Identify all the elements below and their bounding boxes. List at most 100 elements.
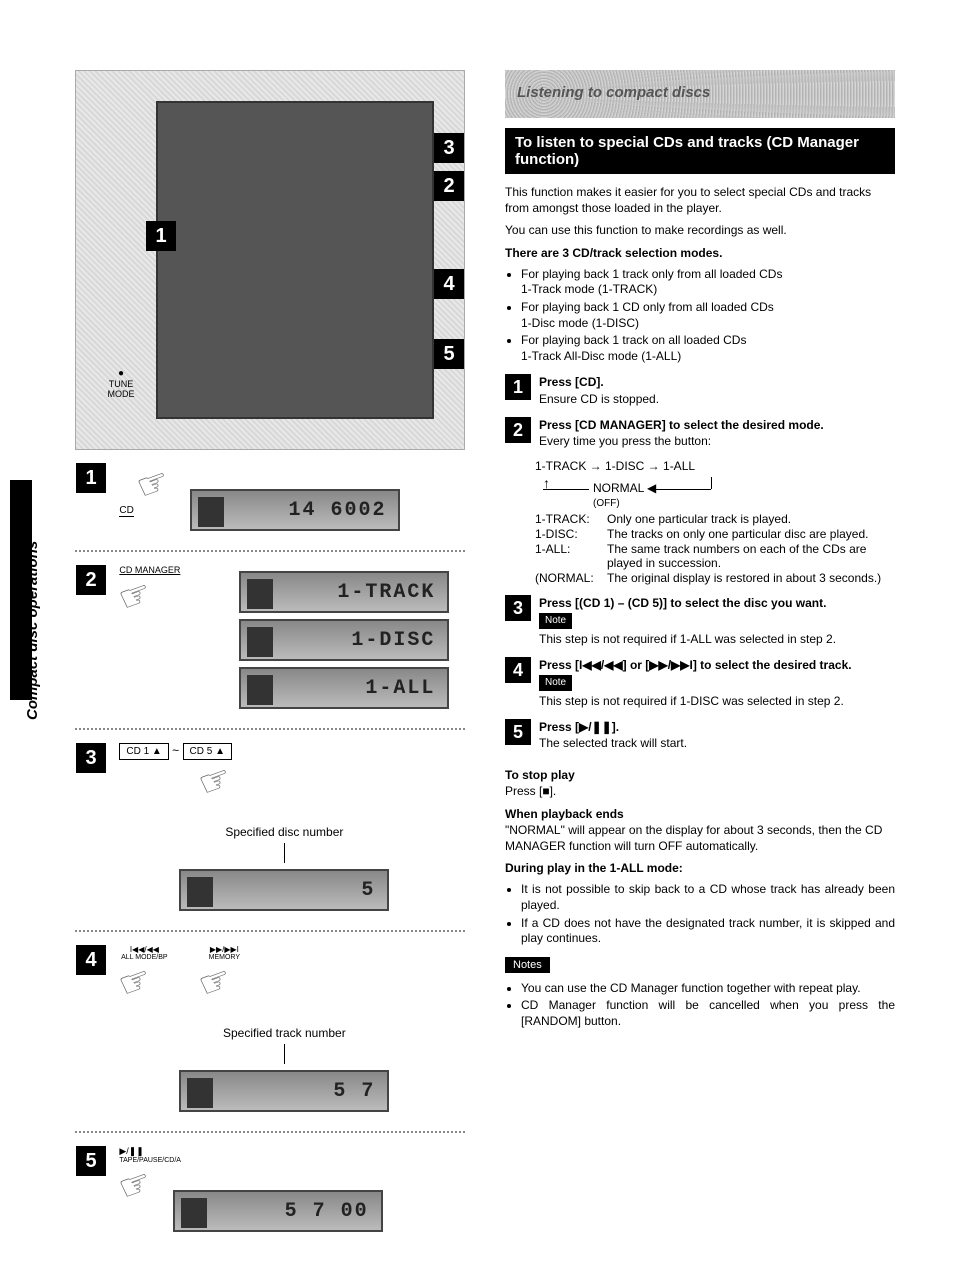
all-bullets: It is not possible to skip back to a CD …	[505, 882, 895, 946]
hand-icon	[199, 961, 249, 1011]
intro-1: This function makes it easier for you to…	[505, 184, 895, 216]
cd1-button: CD 1 ▲	[119, 743, 168, 760]
step-num: 2	[76, 565, 106, 595]
separator	[75, 1131, 465, 1133]
stop-desc: Press [■].	[505, 784, 556, 798]
modes-heading: There are 3 CD/track selection modes.	[505, 245, 895, 261]
mode-loop: ↑ NORMAL (OFF) ◀	[535, 477, 895, 511]
tune-mode-label: TUNE MODE	[96, 368, 146, 399]
def-key: 1-ALL:	[535, 542, 607, 570]
hand-icon	[119, 575, 169, 625]
mode-sub: 1-Disc mode (1-DISC)	[521, 316, 639, 330]
rstep-3: 3 Press [(CD 1) – (CD 5)] to select the …	[505, 595, 895, 647]
side-tab-label: Compact disc operations	[24, 541, 41, 720]
def-key: (NORMAL:	[535, 571, 607, 585]
separator	[75, 728, 465, 730]
lcd-1track: 1-TRACK	[239, 571, 449, 613]
mode-item: For playing back 1 track only from all l…	[521, 267, 895, 298]
mode-text: For playing back 1 track only from all l…	[521, 267, 782, 281]
disc-caption: Specified disc number	[119, 825, 449, 839]
mode-text: For playing back 1 CD only from all load…	[521, 300, 774, 314]
hand-icon	[119, 961, 169, 1011]
callout-4: 4	[434, 269, 464, 299]
hand-icon	[199, 760, 249, 810]
def-val: The same track numbers on each of the CD…	[607, 542, 895, 570]
step-desc: The selected track will start.	[539, 736, 687, 750]
callout-3: 3	[434, 133, 464, 163]
section-banner: Listening to compact discs	[505, 70, 895, 118]
cd-manager-label: CD MANAGER	[119, 565, 180, 575]
tilde: ~	[172, 744, 179, 758]
hand-icon	[137, 463, 187, 513]
modes-list: For playing back 1 track only from all l…	[505, 267, 895, 365]
step-num: 5	[505, 719, 531, 745]
rstep-4: 4 Press [I◀◀/◀◀] or [▶▶/▶▶I] to select t…	[505, 657, 895, 709]
mode-text: For playing back 1 track on all loaded C…	[521, 333, 746, 347]
lcd-1all: 1-ALL	[239, 667, 449, 709]
cd-label: CD	[119, 505, 133, 517]
step-num: 5	[76, 1146, 106, 1176]
device-illustration: TUNE MODE 1 2 3 4 5	[75, 70, 465, 450]
notes-bullet: CD Manager function will be cancelled wh…	[521, 998, 895, 1029]
step-num: 1	[505, 374, 531, 400]
mode-item: For playing back 1 track on all loaded C…	[521, 333, 895, 364]
rstep-1: 1 Press [CD]. Ensure CD is stopped.	[505, 374, 895, 406]
notes-bullet: You can use the CD Manager function toge…	[521, 981, 895, 997]
callout-2: 2	[434, 171, 464, 201]
step-desc: Every time you press the button:	[539, 434, 711, 448]
lcd-disc: 5	[179, 869, 389, 911]
hand-icon	[119, 1164, 169, 1214]
caption-line	[284, 1044, 285, 1064]
off-label: (OFF)	[593, 498, 620, 509]
step-num: 3	[505, 595, 531, 621]
rstep-5: 5 Press [▶/❚❚]. The selected track will …	[505, 719, 895, 751]
lcd-display: 14 6002	[190, 489, 400, 531]
def-key: 1-TRACK:	[535, 512, 607, 526]
separator	[75, 550, 465, 552]
mode-item: For playing back 1 CD only from all load…	[521, 300, 895, 331]
rstep-2: 2 Press [CD MANAGER] to select the desir…	[505, 417, 895, 449]
stop-heading: To stop play	[505, 768, 575, 782]
left-step-4: 4 I◀◀/◀◀ ALL MODE/BP ▶▶/▶▶I MEMORY Speci…	[75, 944, 465, 1119]
left-step-1: 1 CD 14 6002	[75, 462, 465, 538]
step-desc: Ensure CD is stopped.	[539, 392, 659, 406]
all-bullet: It is not possible to skip back to a CD …	[521, 882, 895, 913]
caption-line	[284, 843, 285, 863]
def-key: 1-DISC:	[535, 527, 607, 541]
def-val: The tracks on only one particular disc a…	[607, 527, 895, 541]
def-val: Only one particular track is played.	[607, 512, 895, 526]
left-column: TUNE MODE 1 2 3 4 5 1 CD 14 6002 2 CD MA…	[75, 70, 465, 1239]
left-step-3: 3 CD 1 ▲ ~ CD 5 ▲ Specified disc number …	[75, 742, 465, 918]
mode-cycle: 1-TRACK → 1-DISC → 1-ALL	[535, 459, 895, 473]
separator	[75, 930, 465, 932]
step-num: 1	[76, 463, 106, 493]
device-body	[156, 101, 434, 419]
end-heading: When playback ends	[505, 807, 624, 821]
step-bold: Press [▶/❚❚].	[539, 720, 619, 734]
def-val: The original display is restored in abou…	[607, 571, 895, 585]
track-caption: Specified track number	[119, 1026, 449, 1040]
next-label-top: ▶▶/▶▶I	[199, 945, 249, 954]
title-bar: To listen to special CDs and tracks (CD …	[505, 128, 895, 174]
banner-text: Listening to compact discs	[517, 84, 710, 101]
note-tag: Note	[539, 675, 572, 691]
step-bold: Press [CD].	[539, 375, 604, 389]
notes-tag: Notes	[505, 957, 550, 973]
step-bold: Press [(CD 1) – (CD 5)] to select the di…	[539, 596, 826, 610]
step-desc: This step is not required if 1-ALL was s…	[539, 632, 836, 646]
cd5-button: CD 5 ▲	[183, 743, 232, 760]
all-bullet: If a CD does not have the designated tra…	[521, 916, 895, 947]
prev-label-top: I◀◀/◀◀	[119, 945, 169, 954]
play-label-top: ▶/❚❚	[119, 1146, 449, 1157]
lcd-track: 5 7	[179, 1070, 389, 1112]
step-bold: Press [I◀◀/◀◀] or [▶▶/▶▶I] to select the…	[539, 658, 852, 672]
end-desc: "NORMAL" will appear on the display for …	[505, 823, 882, 853]
mode-definitions: 1-TRACK:Only one particular track is pla…	[535, 512, 895, 585]
all-heading: During play in the 1-ALL mode:	[505, 860, 895, 876]
step-num: 3	[76, 743, 106, 773]
intro-2: You can use this function to make record…	[505, 222, 895, 238]
left-step-2: 2 CD MANAGER 1-TRACK 1-DISC 1-ALL	[75, 564, 465, 716]
lcd-play: 5 7 00	[173, 1190, 383, 1232]
mode-sub: 1-Track All-Disc mode (1-ALL)	[521, 349, 681, 363]
step-desc: This step is not required if 1-DISC was …	[539, 694, 844, 708]
